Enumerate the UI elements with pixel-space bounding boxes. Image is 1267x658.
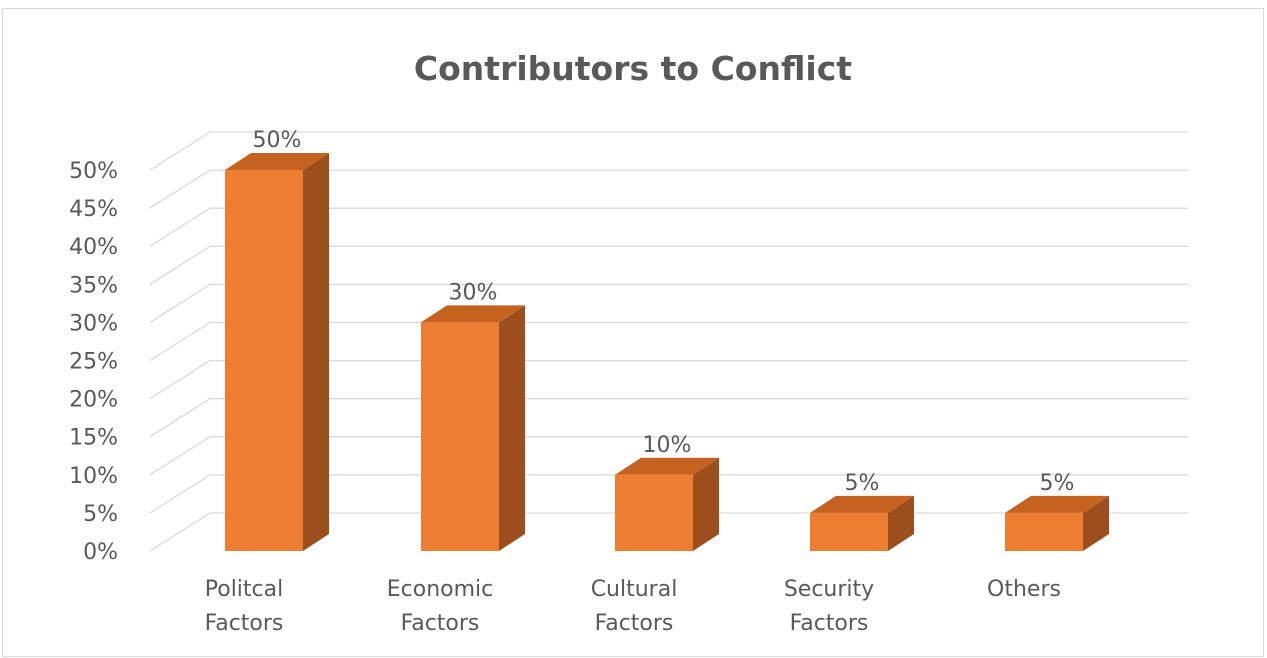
gridline-side [149,131,211,171]
data-label: 5% [845,471,880,496]
bars [225,153,1109,551]
gridline-side [149,360,211,400]
gridline-side [149,207,211,247]
gridline-side [149,245,211,285]
chart-title: Contributors to Conflict [413,49,853,88]
bar-front [615,474,693,551]
bar-top [615,457,719,475]
y-tick-label: 25% [69,350,118,375]
y-axis: 0% 5% 10% 15% 20% 25% 30% 35% 40% 45% 50% [69,159,118,565]
bar [1005,495,1109,551]
bar-front [421,322,499,551]
gridline-side [149,283,211,323]
grid-layer [149,131,1188,552]
bar-top [810,495,914,513]
y-tick-label: 0% [83,540,118,565]
bar-side [1083,495,1109,551]
gridline-side [149,512,211,552]
data-label: 30% [449,280,498,305]
bar [225,153,329,551]
bar [810,495,914,551]
bar [421,305,525,551]
data-label: 5% [1040,471,1075,496]
y-tick-label: 50% [69,159,118,184]
y-tick-label: 15% [69,426,118,451]
category-label: Economic Factors [387,577,494,636]
bar-side [693,457,719,551]
bar-side [499,305,525,551]
y-tick-label: 35% [69,273,118,298]
category-label: Politcal Factors [205,577,284,636]
gridline-side [149,436,211,476]
y-tick-label: 20% [69,388,118,413]
bar-front [225,170,303,551]
y-tick-label: 30% [69,311,118,336]
bar-side [303,153,329,551]
bar-side [888,495,914,551]
data-label: 50% [253,128,302,153]
y-tick-label: 45% [69,197,118,222]
bar-top [421,305,525,323]
bar-top [1005,495,1109,513]
gridline-side [149,398,211,438]
category-label: Security Factors [784,577,874,636]
x-axis: Politcal Factors Economic Factors Cultural Fa… [205,577,1061,636]
bar-front [810,512,888,551]
bar-top [225,153,329,170]
category-label: Cultural Factors [591,577,678,636]
data-label: 10% [643,433,692,458]
y-tick-label: 10% [69,464,118,489]
gridline-side [149,321,211,362]
gridline-side [149,474,211,514]
bar [615,457,719,551]
category-label: Others [987,577,1061,602]
gridline-side [149,169,211,209]
bar-front [1005,512,1083,551]
y-tick-label: 40% [69,235,118,260]
data-labels: 50% 30% 10% 5% 5% [253,128,1075,496]
y-tick-label: 5% [83,502,118,527]
